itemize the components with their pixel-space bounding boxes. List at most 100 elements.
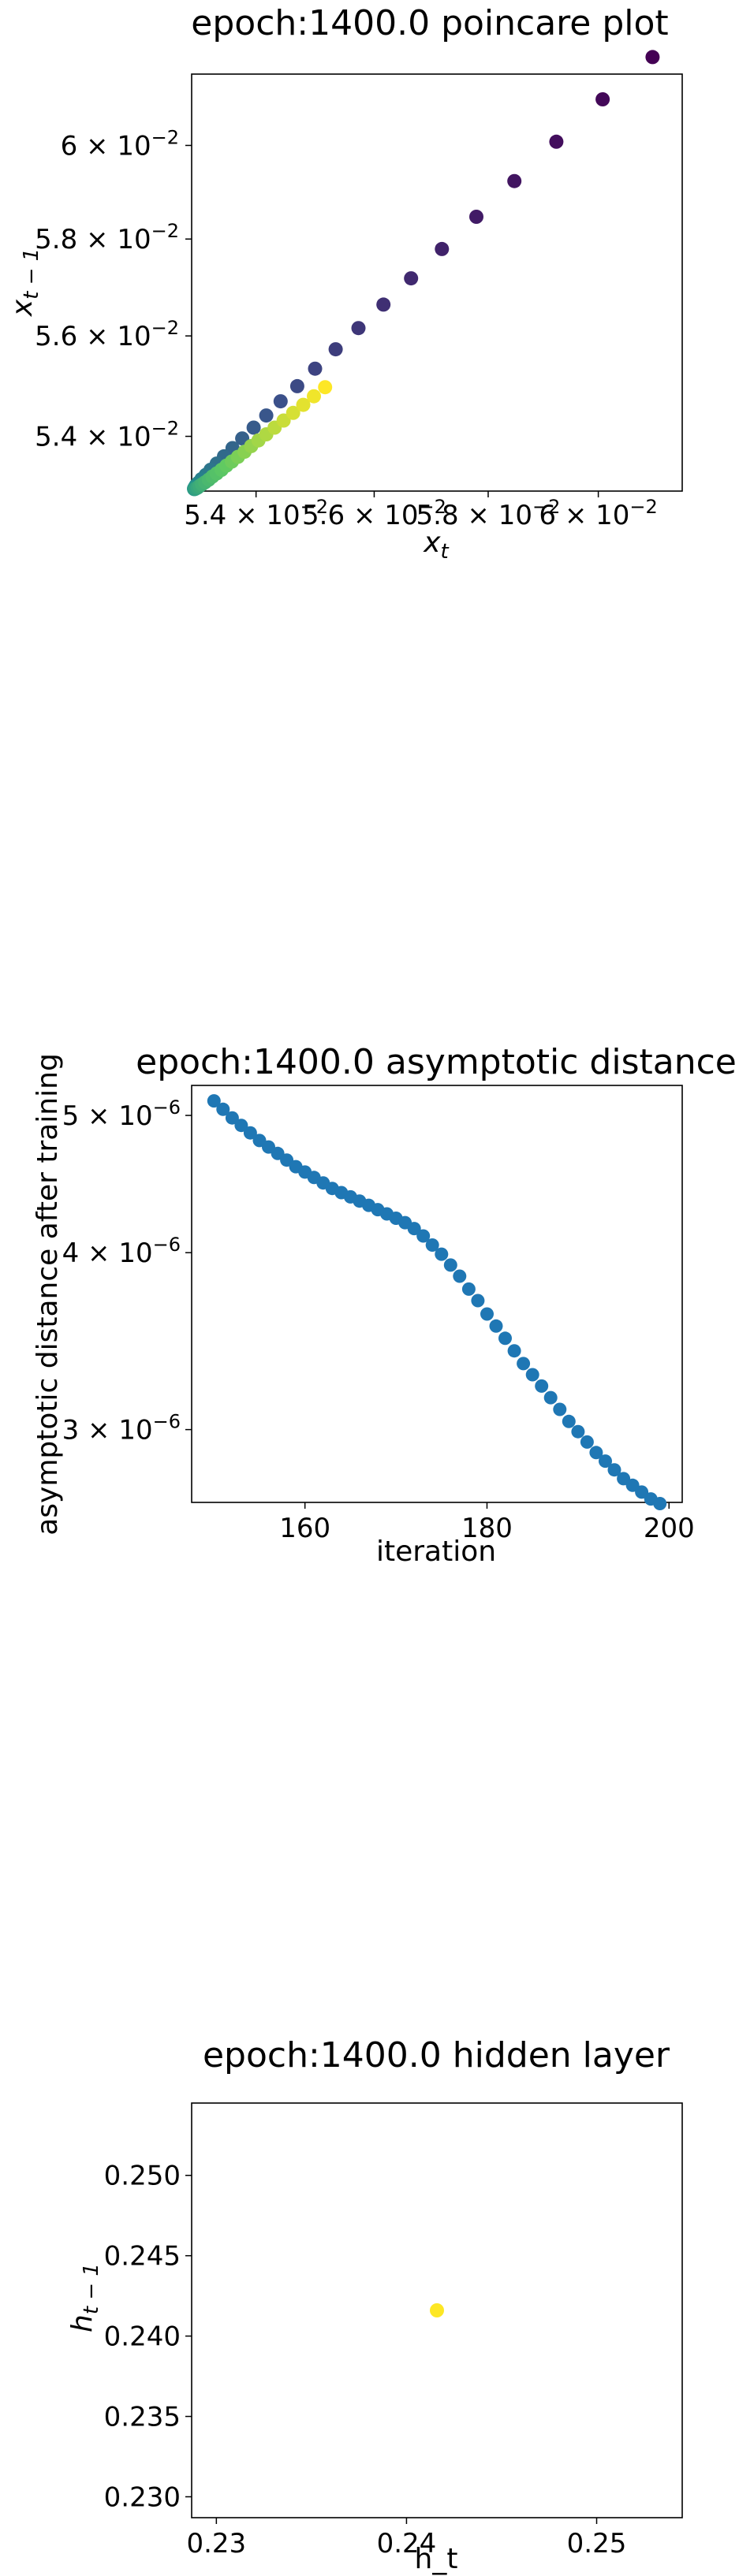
tick-base: 10 (118, 1100, 152, 1132)
distance-point (607, 1463, 621, 1477)
hidden-layer-frame (191, 2102, 683, 2518)
tick-exponent: −6 (153, 1411, 181, 1433)
tick-mantissa: 5.4 (35, 422, 77, 453)
tick-label: 5.4 × 10−2 (35, 418, 179, 453)
tick-label: 5.4 × 10−2 (184, 496, 328, 531)
distance-point (225, 1111, 239, 1125)
distance-point (498, 1331, 512, 1346)
asymptotic-distance-title: epoch:1400.0 asymptotic distance (136, 1042, 737, 1082)
x-tick-label: 160 (279, 1513, 330, 1544)
tick-times: × (556, 500, 595, 531)
poincare-point (595, 92, 610, 106)
distance-point (571, 1424, 585, 1439)
poincare-point (351, 321, 366, 336)
poincare-point (308, 361, 323, 376)
poincare-plot-frame (191, 73, 683, 492)
tick-base: 10 (117, 224, 151, 255)
poincare-point (549, 134, 564, 149)
h-label-subscript: t − 1 (80, 2263, 103, 2314)
tick-exponent: −2 (151, 317, 179, 339)
tick-mantissa: 4 (62, 1238, 80, 1269)
poincare-plot-points (187, 50, 660, 497)
tick-times: × (79, 1238, 118, 1269)
tick-times: × (77, 224, 117, 255)
tick-label: 5.8 × 10−2 (416, 496, 561, 531)
poincare-plot-x-label: xt (423, 527, 449, 564)
x-tick-label: 0.23 (186, 2528, 246, 2559)
tick-exponent: −2 (300, 496, 328, 518)
poincare-point (404, 271, 419, 286)
tick-mantissa: 5.8 (35, 224, 77, 255)
tick-exponent: −6 (153, 1096, 181, 1119)
tick-base: 10 (117, 422, 151, 453)
poincare-point (507, 173, 522, 188)
distance-point (443, 1258, 457, 1272)
x-label-base: x (423, 527, 441, 559)
hidden-layer-title: epoch:1400.0 hidden layer (203, 2035, 670, 2075)
distance-point (580, 1435, 594, 1449)
poincare-point (376, 297, 391, 312)
tick-mantissa: 5 (62, 1100, 80, 1132)
tick-mantissa: 3 (62, 1415, 80, 1446)
hidden-layer-x-ticks: 0.23 0.24 0.25 (186, 2518, 626, 2559)
distance-point (525, 1368, 539, 1382)
poincare-point (246, 420, 261, 435)
distance-point (471, 1294, 485, 1308)
tick-mantissa: 6 (61, 130, 78, 162)
tick-exponent: −2 (418, 496, 446, 518)
tick-mantissa: 5.6 (35, 321, 77, 352)
poincare-point (286, 405, 300, 420)
distance-point (234, 1119, 248, 1133)
tick-label: 5.8 × 10−2 (35, 220, 179, 255)
y-tick-label: 0.235 (104, 2402, 181, 2433)
poincare-point (469, 210, 483, 224)
poincare-point (328, 342, 343, 357)
hidden-layer-x-label: h_t (415, 2543, 458, 2575)
poincare-plot-x-ticks: 5.4 × 10−25.6 × 10−25.8 × 10−26 × 10−2 (184, 491, 658, 531)
tick-base: 10 (117, 130, 151, 162)
distance-point (407, 1222, 421, 1236)
distance-point (553, 1402, 567, 1416)
asymptotic-distance-x-label: iteration (376, 1536, 496, 1568)
distance-point (535, 1379, 549, 1393)
x-label-subscript: t (441, 540, 450, 564)
poincare-point (276, 413, 291, 428)
poincare-point (435, 241, 450, 256)
tick-mantissa: 5.4 (184, 500, 226, 531)
poincare-point (307, 389, 321, 404)
poincare-plot-y-label: xt − 1 (6, 248, 43, 317)
x-tick-label: 0.24 (377, 2528, 437, 2559)
poincare-plot-chart: epoch:1400.0 poincare plot 5.4 × 10−25.6… (6, 3, 683, 564)
tick-times: × (79, 1100, 118, 1132)
distance-point (453, 1269, 467, 1283)
distance-point (243, 1126, 257, 1140)
distance-point (416, 1229, 431, 1243)
tick-label: 5.6 × 10−2 (35, 317, 179, 352)
tick-label: 6 × 10−2 (61, 126, 179, 162)
poincare-point (318, 380, 333, 395)
distance-point (489, 1319, 503, 1333)
tick-label: 6 × 10−2 (539, 496, 657, 531)
asymptotic-distance-y-ticks: 3 × 10−64 × 10−65 × 10−6 (62, 1096, 192, 1446)
tick-base: 10 (595, 500, 629, 531)
distance-point (653, 1497, 667, 1510)
distance-point (480, 1307, 494, 1321)
tick-base: 10 (266, 500, 300, 531)
asymptotic-distance-x-ticks: 160 180 200 (279, 1502, 695, 1544)
y-tick-label: 0.240 (104, 2321, 181, 2353)
tick-exponent: −2 (151, 220, 179, 242)
tick-mantissa: 6 (539, 500, 556, 531)
distance-point (562, 1414, 576, 1428)
tick-times: × (77, 321, 117, 352)
tick-times: × (77, 422, 117, 453)
x-tick-label: 200 (644, 1513, 695, 1544)
y-tick-label: 0.245 (104, 2241, 181, 2273)
tick-base: 10 (118, 1415, 152, 1446)
tick-label: 5 × 10−6 (62, 1096, 181, 1132)
x-tick-label: 180 (461, 1513, 513, 1544)
distance-point (589, 1446, 603, 1460)
hidden-layer-y-ticks: 0.230 0.235 0.240 0.245 0.250 (104, 2161, 192, 2513)
tick-label: 4 × 10−6 (62, 1234, 181, 1269)
poincare-point (296, 397, 311, 412)
h-label-base: h (66, 2314, 99, 2332)
